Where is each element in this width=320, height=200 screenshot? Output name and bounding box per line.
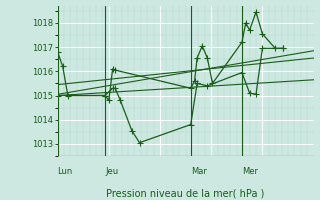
Text: Jeu: Jeu [105,167,118,176]
Text: Mer: Mer [242,167,258,176]
Text: Mar: Mar [191,167,207,176]
Text: Pression niveau de la mer( hPa ): Pression niveau de la mer( hPa ) [107,189,265,199]
Text: Lun: Lun [58,167,73,176]
